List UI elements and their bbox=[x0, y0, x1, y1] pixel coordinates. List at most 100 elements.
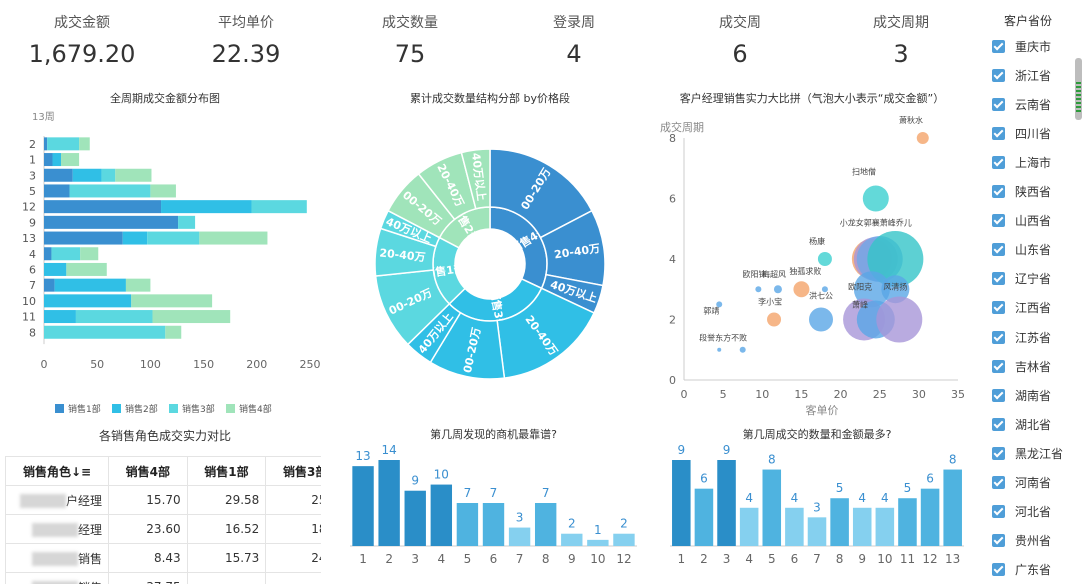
bar-segment bbox=[44, 137, 48, 151]
filter-item[interactable]: 广东省 bbox=[992, 560, 1051, 580]
y-axis-label: 13周 bbox=[32, 111, 55, 123]
bubble-label: 扫地僧 bbox=[852, 166, 876, 176]
bubble-label: 杨康 bbox=[809, 236, 825, 246]
filter-item-label: 黑龙江省 bbox=[1015, 446, 1064, 461]
filter-item[interactable]: 陕西省 bbox=[992, 182, 1051, 202]
y-tick-label: 11 bbox=[22, 311, 36, 324]
y-tick-label: 13 bbox=[22, 232, 36, 245]
sunburst-center bbox=[455, 229, 525, 299]
bubble bbox=[881, 275, 910, 304]
checkbox-checked-icon[interactable] bbox=[992, 359, 1005, 373]
y-tick-label: 0 bbox=[669, 374, 676, 387]
filter-item[interactable]: 湖南省 bbox=[992, 385, 1051, 405]
checkbox-checked-icon[interactable] bbox=[992, 301, 1005, 315]
column-header-role[interactable]: 销售角色↓≡ bbox=[5, 456, 109, 486]
checkbox-checked-icon[interactable] bbox=[992, 330, 1005, 344]
filter-item-label: 辽宁省 bbox=[1015, 272, 1052, 287]
bar bbox=[561, 533, 583, 546]
chart-title: 全周期成交金额分布图 bbox=[110, 91, 220, 105]
checkbox-checked-icon[interactable] bbox=[992, 97, 1005, 111]
y-tick-label: 8 bbox=[669, 132, 676, 145]
filter-item-label: 浙江省 bbox=[1015, 68, 1052, 83]
x-tick-label: 7 bbox=[516, 552, 524, 566]
role-cell-text: 户经理 bbox=[65, 493, 102, 508]
checkbox-checked-icon[interactable] bbox=[992, 155, 1005, 169]
bar-segment bbox=[131, 294, 213, 308]
bar bbox=[943, 469, 962, 546]
checkbox-checked-icon[interactable] bbox=[992, 563, 1005, 577]
sunburst-outer-label: 40万以上 bbox=[469, 152, 489, 202]
bubble-label: 风清扬 bbox=[883, 281, 907, 291]
bar bbox=[830, 498, 849, 546]
y-tick-label: 9 bbox=[29, 216, 36, 229]
filter-item[interactable]: 重庆市 bbox=[992, 36, 1051, 56]
bubble-label: 段誉东方不败 bbox=[699, 333, 747, 343]
table-cell: 15.70 bbox=[108, 485, 188, 515]
bar-value-label: 4 bbox=[881, 491, 889, 505]
y-tick-label: 4 bbox=[29, 248, 36, 261]
filter-item[interactable]: 江苏省 bbox=[992, 327, 1051, 347]
role-cell: 销售 bbox=[5, 572, 109, 584]
filter-item-label: 陕西省 bbox=[1015, 185, 1052, 199]
x-tick-label: 250 bbox=[300, 358, 321, 371]
filter-item[interactable]: 吉林省 bbox=[992, 356, 1051, 376]
kpi-value: 22.39 bbox=[211, 40, 281, 68]
x-tick-label: 5 bbox=[720, 388, 727, 401]
filter-item[interactable]: 山西省 bbox=[992, 211, 1051, 231]
checkbox-checked-icon[interactable] bbox=[992, 39, 1005, 53]
filter-item[interactable]: 山东省 bbox=[992, 240, 1051, 260]
x-tick-label: 13 bbox=[945, 552, 960, 566]
filter-item[interactable]: 贵州省 bbox=[992, 531, 1051, 551]
checkbox-checked-icon[interactable] bbox=[992, 272, 1005, 286]
filter-item[interactable]: 江西省 bbox=[992, 298, 1051, 318]
bar-segment bbox=[152, 310, 231, 324]
filter-item-label: 山西省 bbox=[1015, 214, 1052, 229]
checkbox-checked-icon[interactable] bbox=[992, 243, 1005, 257]
x-tick-label: 150 bbox=[193, 358, 214, 371]
filter-item[interactable]: 云南省 bbox=[992, 94, 1051, 114]
legend-label: 销售4部 bbox=[239, 403, 272, 415]
filter-item[interactable]: 浙江省 bbox=[992, 65, 1051, 85]
bar bbox=[717, 460, 736, 546]
checkbox-checked-icon[interactable] bbox=[992, 68, 1005, 82]
column-header[interactable]: 销售3部 bbox=[265, 456, 321, 486]
filter-item[interactable]: 黑龙江省 bbox=[992, 443, 1063, 463]
filter-item[interactable]: 河北省 bbox=[992, 502, 1051, 522]
filter-item[interactable]: 湖北省 bbox=[992, 414, 1051, 434]
checkbox-checked-icon[interactable] bbox=[992, 185, 1005, 198]
role-cell: 经理 bbox=[5, 514, 109, 544]
filter-item-label: 湖北省 bbox=[1015, 417, 1052, 432]
filter-item[interactable]: 四川省 bbox=[992, 123, 1051, 143]
bar bbox=[672, 460, 691, 546]
y-tick-label: 12 bbox=[22, 201, 36, 214]
checkbox-checked-icon[interactable] bbox=[992, 126, 1005, 140]
checkbox-checked-icon[interactable] bbox=[992, 446, 1005, 460]
bar bbox=[785, 507, 804, 546]
scrollbar-grip-icon[interactable] bbox=[1076, 82, 1081, 112]
bar-segment bbox=[44, 325, 166, 339]
x-tick-label: 10 bbox=[755, 388, 769, 401]
checkbox-checked-icon[interactable] bbox=[992, 534, 1005, 548]
filter-item-label: 江苏省 bbox=[1015, 330, 1052, 345]
table-row: 经理 23.60 16.52 18.0 bbox=[5, 514, 321, 544]
table-cell: 16.52 bbox=[186, 514, 267, 544]
x-tick-label: 1 bbox=[677, 552, 685, 566]
checkbox-checked-icon[interactable] bbox=[992, 476, 1005, 489]
bar-value-label: 2 bbox=[568, 517, 576, 531]
filter-item-label: 贵州省 bbox=[1015, 534, 1052, 549]
checkbox-checked-icon[interactable] bbox=[992, 505, 1005, 519]
bar bbox=[762, 469, 782, 546]
column-header[interactable]: 销售4部 bbox=[108, 456, 188, 486]
column-header[interactable]: 销售1部 bbox=[186, 456, 267, 486]
filter-item[interactable]: 河南省 bbox=[992, 473, 1051, 493]
filter-item[interactable]: 上海市 bbox=[992, 152, 1051, 172]
checkbox-checked-icon[interactable] bbox=[992, 417, 1005, 431]
kpi-value: 1,679.20 bbox=[28, 40, 136, 68]
redacted-mask bbox=[31, 523, 78, 537]
bar-segment bbox=[165, 325, 182, 339]
checkbox-checked-icon[interactable] bbox=[992, 388, 1005, 402]
y-tick-label: 1 bbox=[29, 154, 36, 167]
checkbox-checked-icon[interactable] bbox=[992, 214, 1005, 228]
x-tick-label: 0 bbox=[41, 358, 48, 371]
filter-item[interactable]: 辽宁省 bbox=[992, 269, 1051, 289]
